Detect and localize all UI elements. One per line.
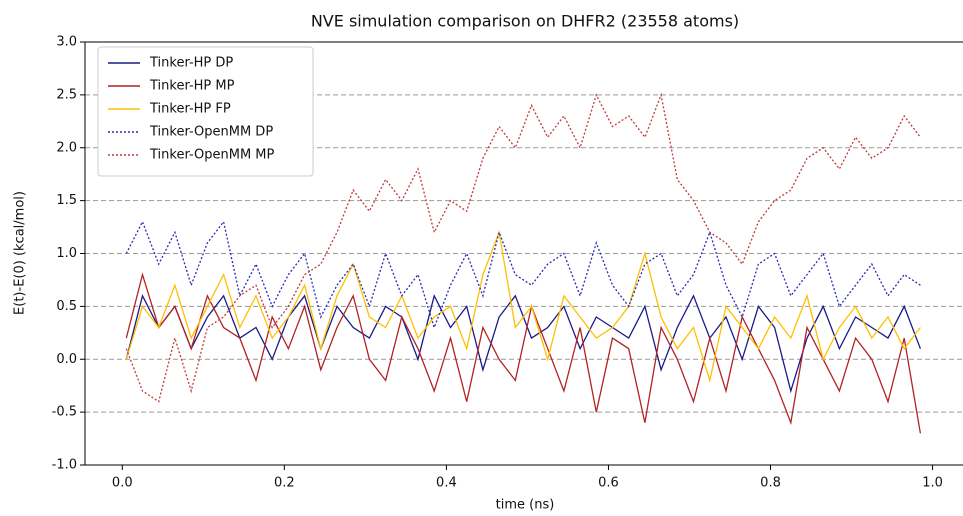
y-tick-label: 2.0	[56, 140, 77, 155]
legend-label: Tinker-HP MP	[149, 79, 235, 94]
x-axis-label: time (ns)	[496, 498, 555, 513]
legend-label: Tinker-HP FP	[149, 102, 231, 117]
y-axis-label: E(t)-E(0) (kcal/mol)	[13, 191, 28, 315]
series-line	[125, 229, 921, 383]
y-tick-label: 0.0	[56, 352, 77, 367]
chart-title: NVE simulation comparison on DHFR2 (2355…	[311, 12, 739, 31]
y-tick-label: 1.0	[56, 246, 77, 261]
x-tick-label: 0.6	[598, 476, 619, 491]
series-line	[125, 272, 922, 434]
legend-label: Tinker-OpenMM DP	[149, 125, 273, 140]
x-tick-label: 0.0	[112, 476, 133, 491]
y-tick-label: -1.0	[52, 458, 77, 473]
x-tick-label: 0.4	[436, 476, 457, 491]
legend-label: Tinker-OpenMM MP	[149, 148, 275, 163]
legend-label: Tinker-HP DP	[149, 56, 233, 71]
y-tick-label: 0.5	[56, 299, 77, 314]
series-line	[125, 220, 921, 330]
y-tick-label: 1.5	[56, 193, 77, 208]
x-tick-label: 1.0	[922, 476, 943, 491]
x-tick-label: 0.8	[760, 476, 781, 491]
y-tick-label: 3.0	[56, 35, 77, 50]
legend-box	[97, 46, 314, 177]
series-line	[125, 92, 921, 403]
plot-frame	[84, 41, 963, 466]
y-tick-label: -0.5	[52, 405, 77, 420]
x-tick-label: 0.2	[274, 476, 295, 491]
y-tick-label: 2.5	[56, 87, 77, 102]
